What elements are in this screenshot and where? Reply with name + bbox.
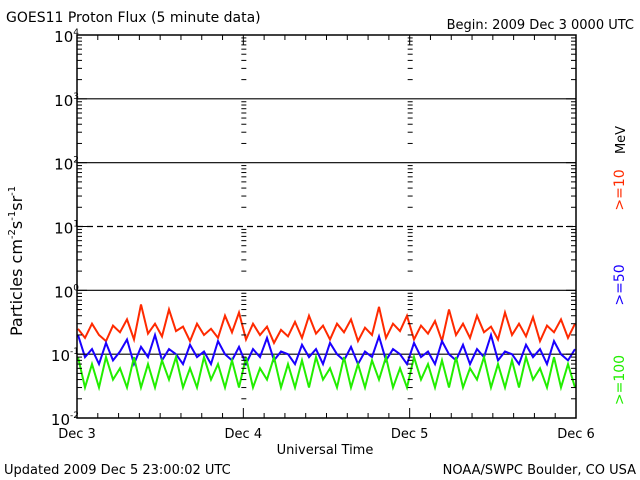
updated-text: Updated 2009 Dec 5 23:00:02 UTC bbox=[4, 463, 231, 478]
units-label: MeV bbox=[614, 126, 629, 154]
grid bbox=[77, 98, 576, 355]
series-group bbox=[77, 304, 576, 392]
legend-ge50: >=50 bbox=[612, 264, 628, 305]
y-tick-label: 10-2 bbox=[51, 411, 79, 429]
y-tick-label: 104 bbox=[54, 28, 79, 46]
source-text: NOAA/SWPC Boulder, CO USA bbox=[443, 463, 636, 478]
y-tick-label: 102 bbox=[54, 156, 79, 174]
x-tick-label: Dec 6 bbox=[557, 427, 595, 442]
chart-title: GOES11 Proton Flux (5 minute data) bbox=[6, 10, 261, 26]
x-tick-label: Dec 4 bbox=[225, 427, 263, 442]
y-axis-label: Particles cm-2s-1sr-1 bbox=[7, 186, 26, 336]
x-tick-label: Dec 5 bbox=[391, 427, 429, 442]
legend-ge10: >=10 bbox=[612, 169, 628, 210]
legend-ge100: >=100 bbox=[612, 355, 628, 405]
y-tick-label: 10-1 bbox=[51, 347, 79, 365]
series-line-ge50 bbox=[77, 331, 576, 368]
axes: 10-2 10-1 100 101 102 103 104 Dec 3 Dec 4 Dec 5 De… bbox=[51, 28, 595, 442]
y-tick-label: 103 bbox=[54, 92, 79, 110]
legend: >=10 >=50 >=100 bbox=[612, 169, 628, 405]
x-tick-label: Dec 3 bbox=[58, 427, 96, 442]
y-tick-label: 101 bbox=[54, 220, 79, 238]
y-tick-label: 100 bbox=[54, 283, 79, 301]
series-line-ge10 bbox=[77, 304, 576, 346]
series-line-ge100 bbox=[77, 353, 576, 392]
begin-time: Begin: 2009 Dec 3 0000 UTC bbox=[447, 18, 634, 33]
x-axis-label: Universal Time bbox=[277, 443, 374, 458]
